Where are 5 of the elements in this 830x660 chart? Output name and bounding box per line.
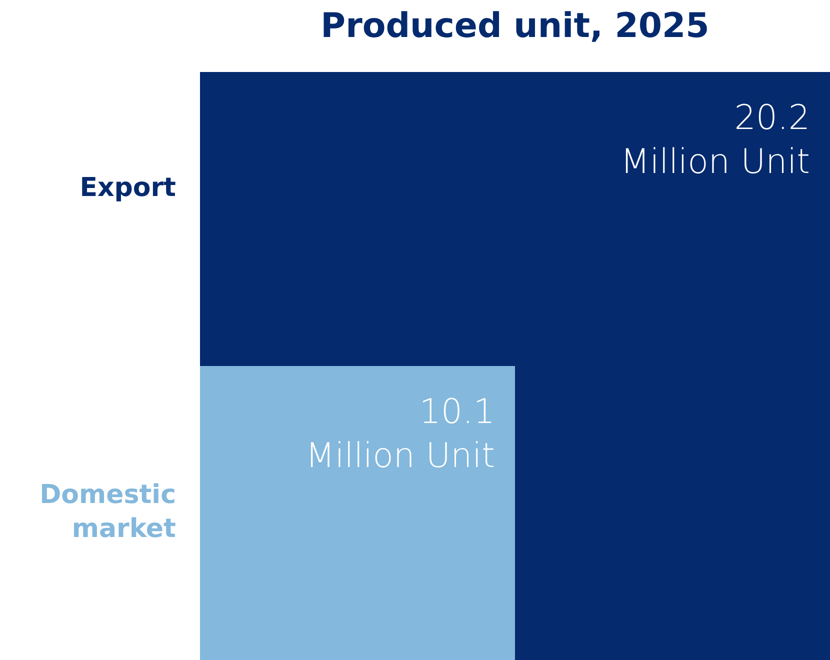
category-label: Export bbox=[80, 172, 176, 203]
data-label: 20.2 Million Unit bbox=[620, 98, 810, 182]
data-label: 10.1 Million Unit bbox=[306, 392, 495, 476]
text: Produced unit, 2025 bbox=[320, 6, 710, 46]
category-label: Domestic market bbox=[40, 480, 176, 544]
